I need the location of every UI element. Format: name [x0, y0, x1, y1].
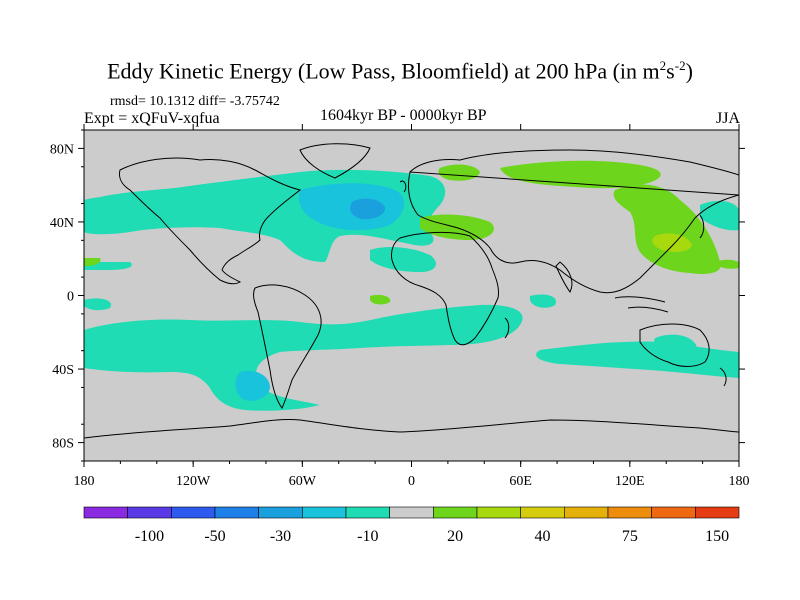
colorbar-swatch [651, 506, 696, 519]
colorbar-swatch [214, 506, 259, 519]
coastlines [84, 143, 739, 439]
lat-tick-label: 80N [50, 142, 74, 157]
coast-africa [391, 231, 499, 346]
coast-japan [699, 214, 705, 239]
colorbar-swatch [83, 506, 128, 519]
colorbar-label: -50 [204, 528, 225, 545]
coast-antarctica [84, 418, 739, 439]
colorbar-swatch [258, 506, 303, 519]
neg-patch-north-atlantic-max [350, 198, 386, 220]
coast-greenland [299, 143, 371, 179]
colorbar-label: -10 [357, 528, 378, 545]
neg-patch-west-pacific-east [700, 200, 739, 231]
colorbar-label: 20 [447, 528, 463, 545]
pos-patch-east-asia-core [652, 233, 692, 253]
pos-patch-west-pacific-west [84, 258, 101, 266]
colorbar-swatch [433, 506, 478, 519]
colorbar-swatch [520, 506, 565, 519]
pos-patch-west-pacific-far-east [715, 259, 739, 269]
colorbar-label: 150 [705, 528, 729, 545]
lat-tick-label: 0 [67, 290, 74, 305]
neg-patch-south-atlantic-core [235, 370, 270, 401]
neg-patch-tropical-atlantic [370, 247, 436, 272]
coast-uk [399, 180, 407, 193]
colorbar-swatch [389, 506, 434, 519]
coast-australia [639, 323, 710, 367]
neg-patch-tropical-pacific [84, 298, 111, 311]
colorbar-swatch [607, 506, 652, 519]
plot-title: Eddy Kinetic Energy (Low Pass, Bloomfiel… [107, 58, 693, 84]
lon-tick-label: 60E [509, 474, 532, 489]
pos-patch-east-asia [613, 184, 721, 274]
neg-patch-australia [653, 334, 697, 362]
lat-tick-label: 80S [52, 437, 74, 452]
lon-tick-label: 120W [176, 474, 211, 489]
colorbar: -100 -50 -30 -10 20 40 75 150 [83, 506, 740, 545]
lon-tick-label: 0 [408, 474, 415, 489]
lon-tick-label: 180 [729, 474, 750, 489]
experiment-label: Expt = xQFuV-xqfua [84, 110, 220, 127]
stats-text: rmsd= 10.1312 diff= -3.75742 [110, 94, 280, 109]
lon-tick-label: 120E [615, 474, 645, 489]
pos-patch-tropical-atlantic [370, 294, 391, 305]
lon-tick-label: 180 [74, 474, 95, 489]
coast-indonesia [614, 296, 669, 313]
anomaly-field [84, 160, 739, 411]
period-label: 1604kyr BP - 0000kyr BP [320, 107, 487, 124]
season-label: JJA [716, 110, 741, 127]
lat-tick-label: 40N [50, 216, 74, 231]
coast-madagascar [504, 317, 510, 339]
colorbar-swatch [171, 506, 216, 519]
coast-south-america [253, 284, 322, 409]
colorbar-label: 75 [622, 528, 638, 545]
lat-tick-label: 40S [52, 363, 74, 378]
colorbar-swatch [127, 506, 172, 519]
colorbar-swatch [476, 506, 521, 519]
colorbar-swatch [302, 506, 347, 519]
colorbar-swatch [345, 506, 390, 519]
colorbar-swatch [695, 506, 740, 519]
coast-india [555, 261, 573, 293]
coast-eurasia [407, 149, 739, 294]
colorbar-swatch [564, 506, 609, 519]
colorbar-label: -100 [135, 528, 164, 545]
coast-new-zealand [719, 367, 727, 387]
coast-north-america [119, 157, 302, 285]
map-axes: 80N 40N 0 40S 80S 180 120W 60W 0 60E 120E 180 [50, 124, 750, 489]
colorbar-label: 40 [535, 528, 551, 545]
lon-tick-label: 60W [289, 474, 317, 489]
neg-patch-indian-ocean [530, 294, 556, 308]
neg-patch-south-band [84, 304, 523, 411]
colorbar-label: -30 [270, 528, 291, 545]
neg-patch-pacific-nw [84, 196, 150, 215]
